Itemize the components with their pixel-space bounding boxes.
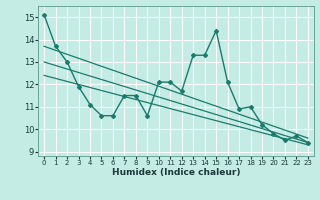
X-axis label: Humidex (Indice chaleur): Humidex (Indice chaleur) [112,168,240,177]
